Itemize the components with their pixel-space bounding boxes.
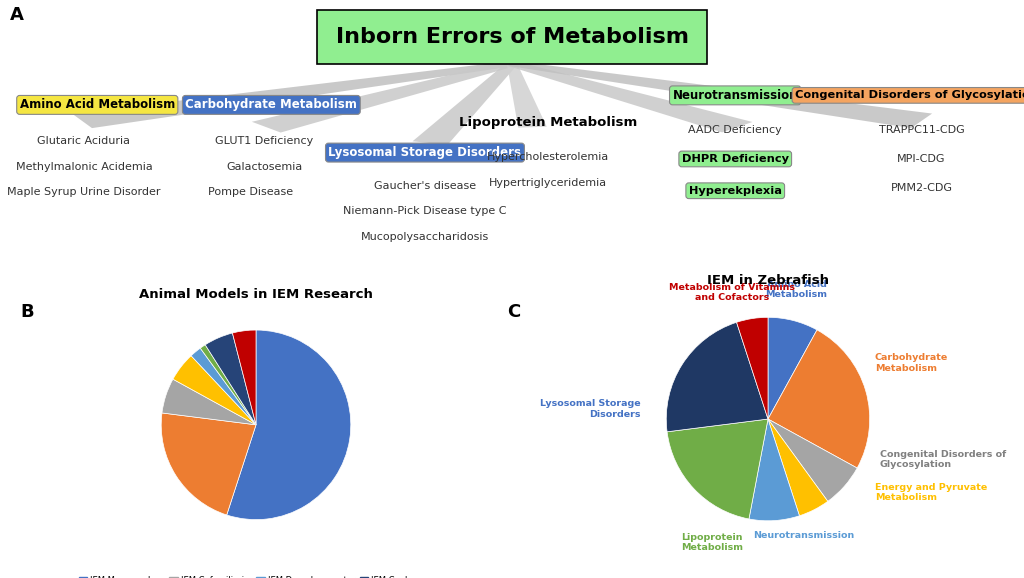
Wedge shape	[749, 419, 800, 521]
Text: C: C	[507, 303, 520, 321]
Wedge shape	[768, 419, 827, 516]
Wedge shape	[736, 317, 768, 419]
Polygon shape	[252, 62, 517, 132]
Text: Carbohydrate Metabolism: Carbohydrate Metabolism	[185, 98, 357, 112]
Wedge shape	[232, 330, 256, 425]
Text: Hyperekplexia: Hyperekplexia	[689, 186, 781, 196]
Text: Niemann-Pick Disease type C: Niemann-Pick Disease type C	[343, 206, 507, 216]
Wedge shape	[226, 330, 351, 520]
Wedge shape	[162, 379, 256, 425]
Text: Amino Acid Metabolism: Amino Acid Metabolism	[19, 98, 175, 112]
Text: Maple Syrup Urine Disorder: Maple Syrup Urine Disorder	[7, 187, 161, 197]
Text: Congenital Disorders of Glycosylation: Congenital Disorders of Glycosylation	[795, 90, 1024, 101]
Text: Lysosomal Storage Disorders: Lysosomal Storage Disorders	[329, 146, 521, 159]
Text: Pompe Disease: Pompe Disease	[208, 187, 294, 197]
Wedge shape	[201, 345, 256, 425]
Text: Amino Acid
Metabolism: Amino Acid Metabolism	[766, 280, 827, 299]
Text: Lipoprotein Metabolism: Lipoprotein Metabolism	[459, 116, 637, 129]
Text: Hypertriglyceridemia: Hypertriglyceridemia	[488, 178, 607, 188]
Text: Glutaric Aciduria: Glutaric Aciduria	[38, 136, 130, 146]
Text: A: A	[10, 6, 25, 24]
Text: Energy and Pyruvate
Metabolism: Energy and Pyruvate Metabolism	[874, 483, 987, 502]
Text: Hypercholesterolemia: Hypercholesterolemia	[486, 153, 609, 162]
Text: Gaucher's disease: Gaucher's disease	[374, 181, 476, 191]
Wedge shape	[768, 419, 857, 501]
Text: Neurotransmission: Neurotransmission	[753, 531, 854, 540]
Text: Mucopolysaccharidosis: Mucopolysaccharidosis	[360, 232, 489, 242]
Text: Inborn Errors of Metabolism: Inborn Errors of Metabolism	[336, 27, 688, 47]
FancyBboxPatch shape	[317, 10, 707, 64]
Text: Metabolism of Vitamins
and Cofactors: Metabolism of Vitamins and Cofactors	[670, 283, 796, 302]
Text: Congenital Disorders of
Glycosylation: Congenital Disorders of Glycosylation	[880, 450, 1007, 469]
Text: AADC Deficiency: AADC Deficiency	[688, 125, 782, 135]
Wedge shape	[173, 355, 256, 425]
Text: PMM2-CDG: PMM2-CDG	[891, 183, 952, 192]
Text: MPI-CDG: MPI-CDG	[897, 154, 946, 164]
Wedge shape	[667, 323, 768, 432]
Text: Neurotransmission: Neurotransmission	[673, 89, 798, 102]
Text: Galactosemia: Galactosemia	[226, 162, 302, 172]
Wedge shape	[205, 333, 256, 425]
Polygon shape	[507, 64, 547, 128]
Text: DHPR Deficiency: DHPR Deficiency	[682, 154, 788, 164]
Polygon shape	[72, 61, 515, 128]
Text: TRAPPC11-CDG: TRAPPC11-CDG	[879, 125, 965, 135]
Text: Methylmalonic Acidemia: Methylmalonic Acidemia	[15, 162, 153, 172]
Text: Carbohydrate
Metabolism: Carbohydrate Metabolism	[874, 353, 948, 373]
Title: Animal Models in IEM Research: Animal Models in IEM Research	[139, 288, 373, 301]
Polygon shape	[507, 62, 753, 132]
Text: B: B	[20, 303, 34, 321]
Wedge shape	[191, 348, 256, 425]
Polygon shape	[413, 63, 518, 145]
Text: Lysosomal Storage
Disorders: Lysosomal Storage Disorders	[541, 399, 641, 418]
Title: IEM in Zebrafish: IEM in Zebrafish	[707, 273, 829, 287]
Text: GLUT1 Deficiency: GLUT1 Deficiency	[215, 136, 313, 146]
Wedge shape	[768, 330, 869, 468]
Wedge shape	[161, 413, 256, 515]
Text: Lipoprotein
Metabolism: Lipoprotein Metabolism	[681, 533, 743, 553]
Polygon shape	[509, 61, 932, 128]
Wedge shape	[667, 419, 768, 519]
Legend: IEM M. musculus, IEM R. norvegicus, IEM C. familiaris, IEM S. cerevisiae, IEM D.: IEM M. musculus, IEM R. norvegicus, IEM …	[79, 576, 433, 578]
Wedge shape	[768, 317, 817, 419]
